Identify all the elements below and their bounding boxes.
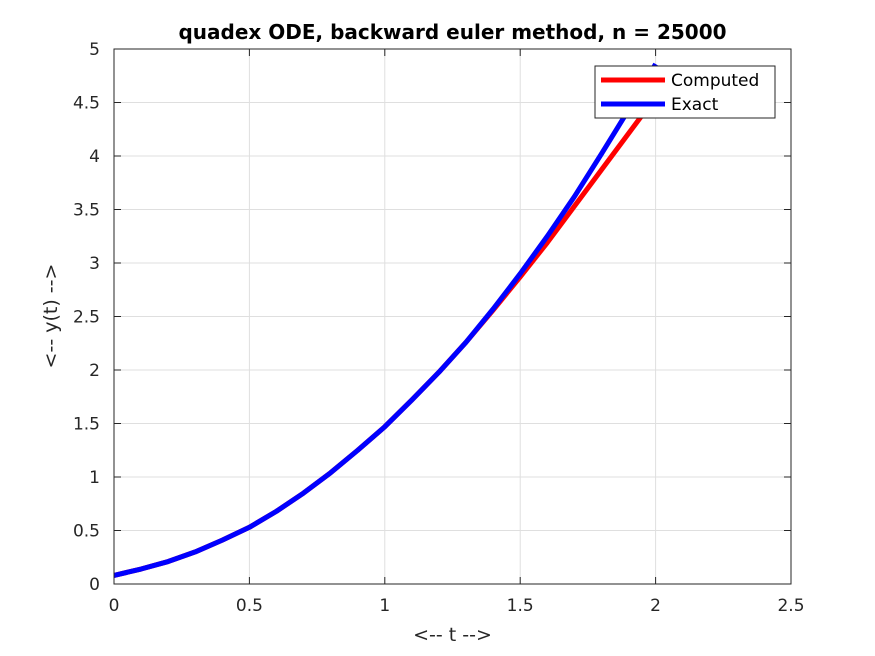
y-tick-label: 2.5: [73, 308, 100, 328]
y-tick-label: 3.5: [73, 201, 100, 221]
y-tick-labels: 0 0.5 1 1.5 2 2.5 3 3.5 4 4.5 5: [73, 40, 100, 595]
y-tick-label: 0: [89, 575, 100, 595]
y-tick-label: 4: [89, 147, 100, 167]
legend-label-exact: Exact: [671, 95, 719, 115]
y-tick-label: 2: [89, 361, 100, 381]
series-line-exact: [113, 62, 658, 578]
y-axis-label: <-- y(t) -->: [40, 264, 62, 369]
y-tick-label: 1.5: [73, 415, 100, 435]
y-tick-label: 3: [89, 254, 100, 274]
y-tick-label: 0.5: [73, 522, 100, 542]
chart-title: quadex ODE, backward euler method, n = 2…: [178, 20, 726, 44]
y-tick-label: 5: [89, 40, 100, 60]
x-tick-label: 0: [109, 596, 120, 616]
y-tick-label: 4.5: [73, 94, 100, 114]
x-tick-label: 2.5: [777, 596, 804, 616]
x-tick-label: 1.5: [507, 596, 534, 616]
y-tick-label: 1: [89, 468, 100, 488]
tick-marks: [113, 48, 792, 585]
legend: Computed Exact: [594, 65, 776, 119]
x-tick-label: 2: [650, 596, 661, 616]
x-tick-labels: 0 0.5 1 1.5 2 2.5: [109, 596, 805, 616]
series-layer: [113, 62, 658, 578]
x-tick-label: 1: [379, 596, 390, 616]
x-axis-label: <-- t -->: [413, 624, 492, 646]
legend-label-computed: Computed: [671, 71, 759, 91]
legend-box: [594, 65, 776, 119]
x-tick-label: 0.5: [236, 596, 263, 616]
